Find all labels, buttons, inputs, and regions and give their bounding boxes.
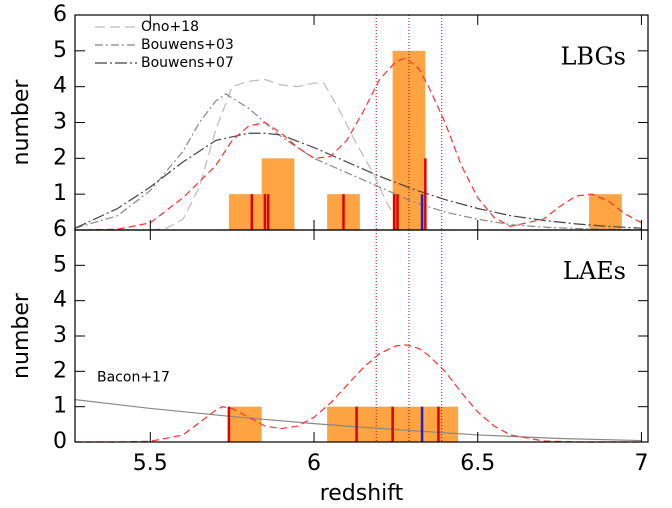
x-tick-label: 5.5 [133, 451, 168, 476]
y-tick-label: 2 [53, 145, 67, 170]
series-label: Bacon+17 [97, 370, 170, 386]
curve [74, 93, 642, 231]
y-tick-label: 4 [53, 74, 67, 99]
bar [589, 194, 622, 230]
legend-label: Bouwens+07 [141, 55, 234, 71]
y-tick-label: 2 [53, 358, 67, 383]
bar [228, 406, 262, 442]
y-tick-label: 0 [53, 429, 67, 454]
y-axis-label: number [9, 79, 34, 166]
y-tick-label: 6 [53, 217, 67, 242]
curve [75, 344, 642, 443]
x-tick-label: 6 [307, 451, 321, 476]
bar [261, 158, 295, 230]
y-tick-label: 5 [53, 252, 67, 277]
y-tick-label: 4 [53, 288, 67, 313]
legend-label: Bouwens+03 [141, 37, 234, 53]
bar [359, 406, 393, 442]
y-tick-label: 5 [53, 38, 67, 63]
y-axis-label: number [9, 292, 34, 379]
bar [392, 406, 426, 442]
curve [74, 132, 642, 229]
bar [228, 194, 262, 230]
y-tick-label: 1 [53, 394, 67, 419]
panel-label: LBGs [560, 43, 626, 71]
x-tick-label: 7 [634, 451, 648, 476]
y-tick-label: 3 [53, 110, 67, 135]
y-tick-label: 3 [53, 323, 67, 348]
curve [75, 78, 403, 231]
bar [327, 406, 360, 442]
x-tick-label: 6.5 [460, 451, 495, 476]
legend-label: Ono+18 [141, 19, 199, 35]
curve [84, 57, 642, 231]
y-tick-label: 1 [53, 181, 67, 206]
panel-label: LAEs [563, 257, 626, 285]
bar [425, 406, 459, 442]
y-tick-label: 6 [53, 2, 67, 27]
curve [74, 399, 642, 442]
x-axis-label: redshift [320, 481, 404, 506]
